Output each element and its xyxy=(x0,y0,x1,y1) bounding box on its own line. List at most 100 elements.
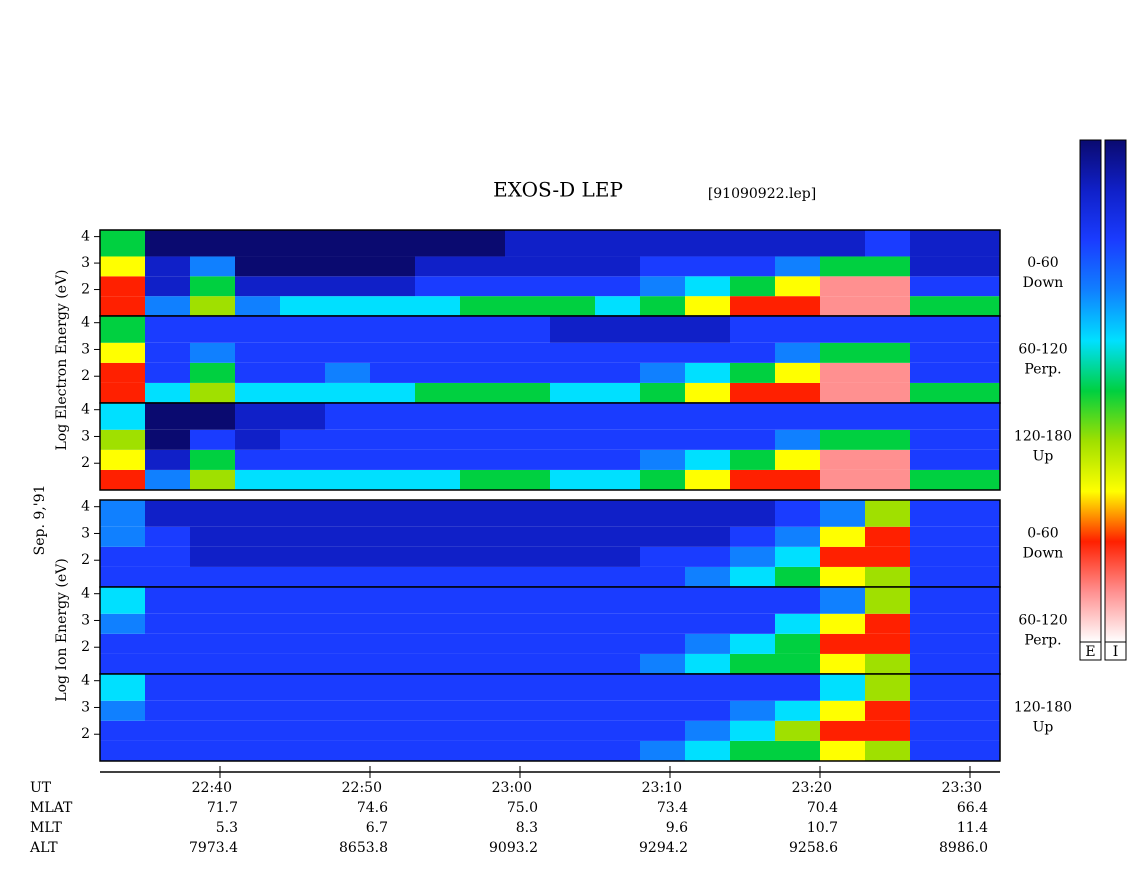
heatmap-cell xyxy=(370,256,415,277)
heatmap-cell xyxy=(370,720,415,741)
heatmap-cell xyxy=(280,256,325,277)
heatmap-cell xyxy=(910,500,955,527)
heatmap-cell xyxy=(145,613,190,634)
heatmap-cell xyxy=(190,449,235,470)
heatmap-cell xyxy=(325,230,370,257)
heatmap-cell xyxy=(865,382,910,403)
heatmap-cell xyxy=(595,700,640,721)
file-name: [91090922.lep] xyxy=(708,186,816,202)
heatmap-cell xyxy=(190,296,235,316)
heatmap-cell xyxy=(100,587,145,614)
heatmap-cell xyxy=(550,526,595,547)
heatmap-cell xyxy=(775,230,820,257)
heatmap-cell xyxy=(370,449,415,470)
heatmap-cell xyxy=(235,566,280,587)
heatmap-cell xyxy=(910,587,955,614)
heatmap-cell xyxy=(370,613,415,634)
heatmap-cell xyxy=(100,256,145,277)
heatmap-cell xyxy=(550,500,595,527)
heatmap-cell xyxy=(865,469,910,490)
heatmap-cell xyxy=(775,700,820,721)
heatmap-cell xyxy=(865,546,910,567)
heatmap-cell xyxy=(280,500,325,527)
y-tick-label: 2 xyxy=(81,282,90,298)
heatmap-cell xyxy=(955,342,1000,363)
heatmap-cell xyxy=(280,362,325,383)
heatmap-cell xyxy=(325,342,370,363)
heatmap-cell xyxy=(550,316,595,343)
heatmap-cell xyxy=(370,633,415,654)
heatmap-cell xyxy=(505,720,550,741)
heatmap-cell xyxy=(685,469,730,490)
heatmap-cell xyxy=(235,256,280,277)
heatmap-cell xyxy=(775,296,820,316)
heatmap-cell xyxy=(595,674,640,701)
heatmap-cell xyxy=(955,500,1000,527)
heatmap-cell xyxy=(370,526,415,547)
heatmap-cell xyxy=(775,653,820,674)
ion-axis-label: Log Ion Energy (eV) xyxy=(54,558,70,701)
heatmap-cell xyxy=(145,449,190,470)
ephemeris-value: 70.4 xyxy=(807,800,838,816)
heatmap-cell xyxy=(325,296,370,316)
ephemeris-label: ALT xyxy=(29,840,58,856)
heatmap-cell xyxy=(235,276,280,297)
heatmap-cell xyxy=(550,296,595,316)
heatmap-cell xyxy=(955,566,1000,587)
heatmap-cell xyxy=(145,469,190,490)
heatmap-cell xyxy=(415,403,460,430)
heatmap-cell xyxy=(415,674,460,701)
heatmap-cell xyxy=(190,256,235,277)
electron-axis-label: Log Electron Energy (eV) xyxy=(54,269,70,450)
heatmap-cell xyxy=(280,469,325,490)
heatmap-cell xyxy=(910,633,955,654)
panel-label: Perp. xyxy=(1024,633,1061,649)
heatmap-cell xyxy=(955,740,1000,761)
heatmap-cell xyxy=(505,342,550,363)
heatmap-cell xyxy=(910,674,955,701)
heatmap-cell xyxy=(280,276,325,297)
heatmap-cell xyxy=(280,720,325,741)
heatmap-cell xyxy=(865,653,910,674)
heatmap-cell xyxy=(505,633,550,654)
heatmap-cell xyxy=(235,633,280,654)
heatmap-cell xyxy=(640,720,685,741)
heatmap-cell xyxy=(145,653,190,674)
heatmap-cell xyxy=(730,546,775,567)
heatmap-cell xyxy=(595,613,640,634)
heatmap-cell xyxy=(865,700,910,721)
heatmap-cell xyxy=(370,230,415,257)
heatmap-cell xyxy=(100,449,145,470)
heatmap-cell xyxy=(100,316,145,343)
heatmap-cell xyxy=(325,674,370,701)
ephemeris-value: 71.7 xyxy=(207,800,238,816)
heatmap-cell xyxy=(550,566,595,587)
heatmap-cell xyxy=(145,230,190,257)
heatmap-cell xyxy=(550,546,595,567)
heatmap-cell xyxy=(640,256,685,277)
heatmap-cell xyxy=(730,700,775,721)
heatmap-cell xyxy=(370,429,415,450)
heatmap-cell xyxy=(730,500,775,527)
x-tick-label: 23:00 xyxy=(492,780,532,796)
heatmap-cell xyxy=(595,633,640,654)
heatmap-cell xyxy=(190,587,235,614)
heatmap-cell xyxy=(280,674,325,701)
heatmap-cell xyxy=(595,587,640,614)
heatmap-cell xyxy=(415,342,460,363)
heatmap-cell xyxy=(640,449,685,470)
heatmap-cell xyxy=(640,740,685,761)
heatmap-cell xyxy=(820,362,865,383)
heatmap-cell xyxy=(505,526,550,547)
heatmap-cell xyxy=(145,362,190,383)
heatmap-cell xyxy=(325,566,370,587)
heatmap-cell xyxy=(730,316,775,343)
heatmap-cell xyxy=(730,740,775,761)
heatmap-cell xyxy=(100,429,145,450)
heatmap-cell xyxy=(910,526,955,547)
heatmap-cell xyxy=(730,429,775,450)
heatmap-cell xyxy=(505,674,550,701)
heatmap-cell xyxy=(865,674,910,701)
heatmap-cell xyxy=(820,403,865,430)
heatmap-cell xyxy=(865,526,910,547)
